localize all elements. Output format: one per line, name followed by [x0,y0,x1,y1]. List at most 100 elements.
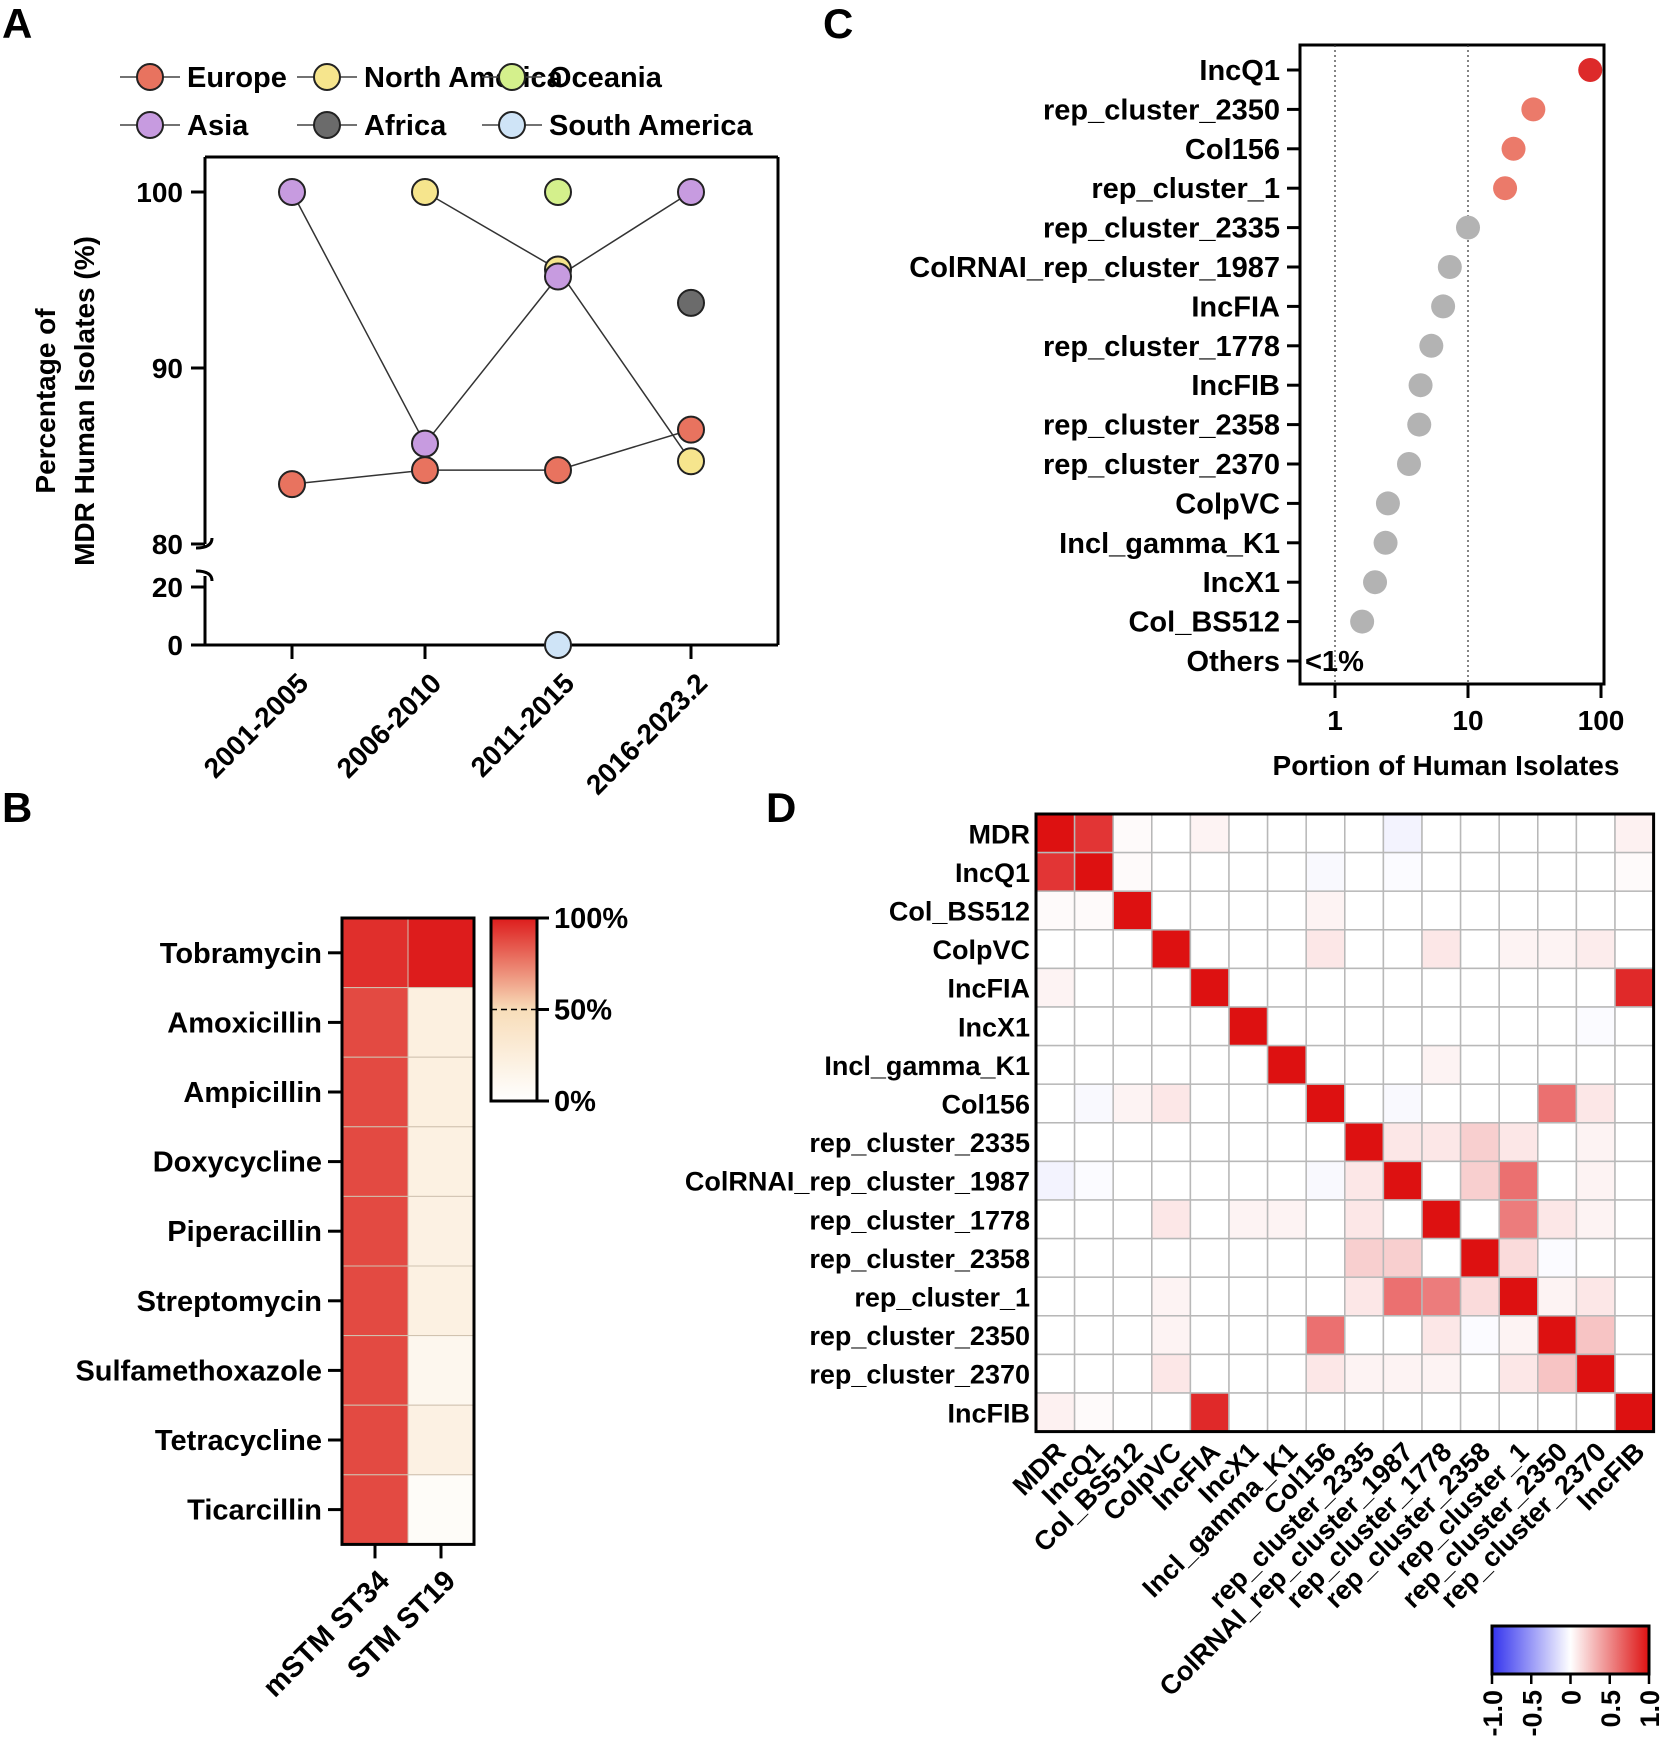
c-y-label-rep-cluster-2335: rep_cluster_2335 [1043,213,1280,245]
d-cell-incx1-rep-cluster-2358 [1459,1006,1500,1047]
d-cell-rep-cluster-2350-colpvc [1151,1315,1192,1356]
d-cell-col156-incq1 [1073,1083,1114,1124]
d-cell-colrnai-rep-cluster-1987-mdr [1035,1160,1076,1201]
d-cell-incl-gamma-k1-rep-cluster-1778 [1421,1044,1462,1085]
d-cell-rep-cluster-1-incx1 [1228,1276,1269,1317]
b-row-label-tobramycin: Tobramycin [160,938,322,970]
d-cell-col-bs512-col156 [1305,890,1346,931]
c-y-label-rep-cluster-2350: rep_cluster_2350 [1043,94,1280,126]
d-cell-col-bs512-incx1 [1228,890,1269,931]
b-row-label-ampicillin: Ampicillin [183,1077,322,1109]
d-cell-incl-gamma-k1-col156 [1305,1044,1346,1085]
d-row-label-rep-cluster-1: rep_cluster_1 [854,1283,1030,1313]
a-point-asia-2011-2015 [544,262,572,291]
d-cell-rep-cluster-1778-rep-cluster-2350 [1537,1199,1578,1240]
d-cell-rep-cluster-2335-colpvc [1151,1122,1192,1163]
d-cell-incx1-rep-cluster-2350 [1537,1006,1578,1047]
d-cell-rep-cluster-2358-incfia [1189,1237,1230,1278]
d-cell-col-bs512-rep-cluster-2358 [1459,890,1500,931]
c-y-label-colrnai-rep-cluster-1987: ColRNAI_rep_cluster_1987 [909,252,1280,284]
d-cell-rep-cluster-1-rep-cluster-2350 [1537,1276,1578,1317]
d-cell-rep-cluster-2370-colpvc [1151,1353,1192,1394]
d-cell-incq1-colpvc [1151,851,1192,892]
a-legend-marker-africa [313,111,341,139]
b-row-label-ticarcillin: Ticarcillin [187,1495,322,1527]
d-cell-incl-gamma-k1-mdr [1035,1044,1076,1085]
d-cell-rep-cluster-2358-rep-cluster-2350 [1537,1237,1578,1278]
d-cell-rep-cluster-2335-incx1 [1228,1122,1269,1163]
b-row-label-amoxicillin: Amoxicillin [167,1007,322,1039]
d-cell-incl-gamma-k1-incfib [1614,1044,1655,1085]
c-x-tick-label: 1 [1327,705,1343,736]
panel-letter-a: A [2,0,32,47]
d-cell-col156-rep-cluster-1778 [1421,1083,1462,1124]
d-cell-rep-cluster-2335-rep-cluster-1 [1498,1122,1539,1163]
a-x-tick-label: 2011-2015 [465,667,581,783]
d-cell-colrnai-rep-cluster-1987-rep-cluster-2370 [1575,1160,1616,1201]
d-cell-incq1-incq1 [1073,851,1114,892]
d-cell-rep-cluster-2370-incq1 [1073,1353,1114,1394]
d-cell-rep-cluster-1-rep-cluster-2335 [1344,1276,1385,1317]
d-cell-incfib-rep-cluster-1 [1498,1392,1539,1433]
d-cell-colpvc-colrnai-rep-cluster-1987 [1382,929,1423,970]
d-colorbar-label: 0 [1557,1690,1587,1705]
d-cell-incfia-rep-cluster-2370 [1575,967,1616,1008]
d-cell-incx1-colrnai-rep-cluster-1987 [1382,1006,1423,1047]
d-cell-col156-rep-cluster-2350 [1537,1083,1578,1124]
c-plot-border [1298,43,1606,686]
b-cell-amoxicillin-stm-st19 [407,987,475,1058]
d-cell-rep-cluster-2350-mdr [1035,1315,1076,1356]
a-series-line-north-america [424,191,692,462]
d-cell-colpvc-rep-cluster-2358 [1459,929,1500,970]
d-cell-rep-cluster-2370-rep-cluster-1 [1498,1353,1539,1394]
d-cell-rep-cluster-2335-rep-cluster-2350 [1537,1122,1578,1163]
a-y-axis-title-line1: Percentage of [30,308,61,494]
d-colorbar-label: 1.0 [1635,1690,1665,1728]
panel-a-line-chart: 100 90 80 20 0 2001-2005 2006-2010 2011-2015 201… [30,62,780,800]
d-cell-rep-cluster-2370-rep-cluster-2350 [1537,1353,1578,1394]
b-cell-streptomycin-stm-st19 [407,1265,475,1337]
d-cell-mdr-rep-cluster-2370 [1575,813,1616,854]
d-cell-incq1-rep-cluster-2370 [1575,851,1616,892]
a-legend-marker-south-america [498,111,526,139]
a-y-tick-label: 0 [167,630,183,661]
panel-d-correlation-heatmap: MDRMDRIncQ1IncQ1Col_BS512Col_BS512ColpVC… [685,812,1665,1737]
d-cell-col-bs512-rep-cluster-1 [1498,890,1539,931]
a-point-asia-2006-2010 [411,429,439,458]
d-cell-colpvc-incq1 [1073,929,1114,970]
d-cell-incl-gamma-k1-rep-cluster-2358 [1459,1044,1500,1085]
b-cell-streptomycin-mstm-st34 [341,1265,409,1337]
a-x-tick-label: 2016-2023.2 [580,667,713,800]
a-legend-marker-north-america [313,63,341,91]
d-cell-incfia-incfib [1614,967,1655,1008]
d-cell-incfia-rep-cluster-2358 [1459,967,1500,1008]
d-cell-incx1-rep-cluster-2335 [1344,1006,1385,1047]
d-cell-mdr-colrnai-rep-cluster-1987 [1382,813,1423,854]
d-cell-rep-cluster-2370-mdr [1035,1353,1076,1394]
a-point-europe-2016-2023-2 [677,415,705,444]
d-cell-incfib-rep-cluster-2350 [1537,1392,1578,1433]
d-cell-incfib-rep-cluster-2370 [1575,1392,1616,1433]
a-x-tick-label: 2001-2005 [198,667,315,784]
d-cell-incl-gamma-k1-colpvc [1151,1044,1192,1085]
b-cell-amoxicillin-mstm-st34 [341,987,409,1058]
d-cell-rep-cluster-2358-mdr [1035,1237,1076,1278]
d-cell-rep-cluster-2358-incl-gamma-k1 [1266,1237,1307,1278]
b-colorbar-label: 0% [554,1086,596,1118]
b-row-label-streptomycin: Streptomycin [137,1286,322,1318]
d-cell-col-bs512-rep-cluster-2350 [1537,890,1578,931]
a-x-tick-label: 2006-2010 [331,667,448,784]
d-cell-rep-cluster-2350-incq1 [1073,1315,1114,1356]
d-cell-rep-cluster-2370-rep-cluster-2370 [1575,1353,1616,1394]
d-cell-rep-cluster-2350-col156 [1305,1315,1346,1356]
b-cell-ampicillin-mstm-st34 [341,1056,409,1128]
d-cell-rep-cluster-2370-incfib [1614,1353,1655,1394]
d-cell-rep-cluster-1-col-bs512 [1112,1276,1153,1317]
c-point-rep-cluster-1 [1493,176,1518,201]
b-colorbar-label: 100% [554,903,628,935]
d-cell-rep-cluster-2370-incl-gamma-k1 [1266,1353,1307,1394]
d-cell-colpvc-incfib [1614,929,1655,970]
d-cell-incx1-incx1 [1228,1006,1269,1047]
b-row-label-doxycycline: Doxycycline [153,1147,322,1179]
d-cell-mdr-col-bs512 [1112,813,1153,854]
